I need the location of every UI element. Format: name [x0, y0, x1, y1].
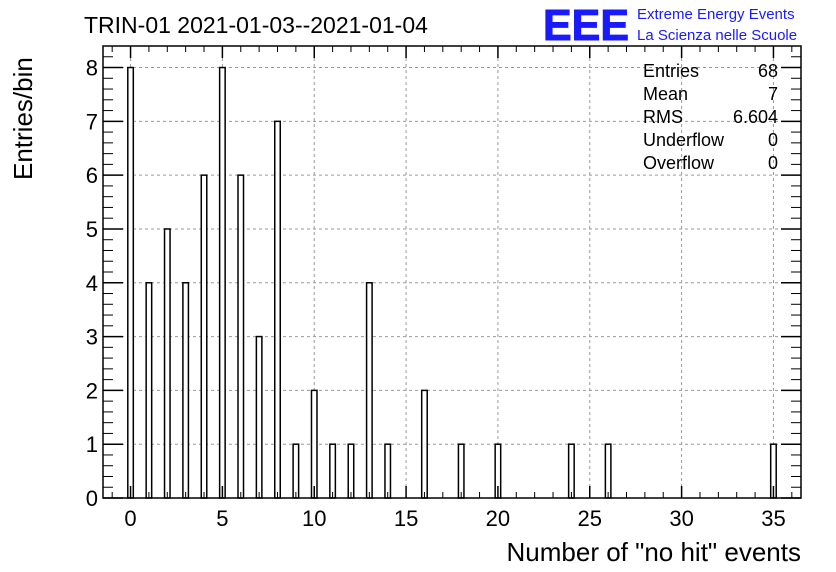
histogram-bar [145, 282, 153, 499]
histogram-bar [182, 282, 190, 499]
histogram-bar [567, 443, 575, 499]
histogram-bar [200, 174, 208, 499]
eee-logo-line1: Extreme Energy Events [637, 6, 795, 23]
histogram-bar [365, 282, 373, 499]
eee-logo: EEE Extreme Energy Events La Scienza nel… [543, 1, 798, 51]
histogram-bar [273, 120, 282, 499]
y-tick-label: 2 [86, 378, 98, 403]
y-tick-label: 5 [86, 217, 98, 242]
y-tick-label: 0 [86, 486, 98, 511]
histogram-bar [384, 443, 392, 499]
x-tick-label: 20 [486, 506, 510, 531]
stats-label: Overflow [643, 153, 715, 173]
histogram-bar [292, 443, 300, 499]
y-axis-label: Entries/bin [8, 57, 38, 180]
chart-title: TRIN-01 2021-01-03--2021-01-04 [84, 12, 428, 38]
stats-value: 68 [758, 61, 778, 81]
plot-frame [102, 45, 802, 499]
stats-label: Entries [643, 61, 699, 81]
y-tick-label: 8 [86, 56, 98, 81]
stats-box: Entries 68 Mean 7 RMS 6.604 Underflow 0 Overflow… [643, 61, 778, 173]
grid [103, 46, 801, 498]
y-tick-label: 6 [86, 163, 98, 188]
histogram-bar [347, 443, 355, 499]
histogram-bar [604, 443, 612, 499]
y-tick-label: 3 [86, 325, 98, 350]
x-axis-label: Number of "no hit" events [507, 537, 802, 567]
axis-ticks [103, 45, 801, 499]
histogram-bar [163, 228, 171, 499]
x-tick-label: 25 [578, 506, 602, 531]
y-tick-label: 4 [86, 271, 98, 296]
stats-value: 0 [768, 130, 778, 150]
x-tick-labels: 0 5 10 15 20 25 30 35 [124, 506, 785, 531]
x-tick-label: 30 [669, 506, 693, 531]
stats-value: 0 [768, 153, 778, 173]
histogram-bar [255, 335, 263, 499]
x-tick-label: 10 [302, 506, 326, 531]
y-tick-labels: 0 1 2 3 4 5 6 7 8 [86, 56, 98, 511]
histogram-bar [127, 66, 135, 499]
eee-logo-line2: La Scienza nelle Scuole [637, 27, 797, 44]
x-tick-label: 35 [761, 506, 785, 531]
stats-label: Mean [643, 84, 688, 104]
y-tick-label: 7 [86, 109, 98, 134]
stats-label: RMS [643, 107, 683, 127]
eee-logo-mark: EEE [543, 1, 629, 50]
histogram-bar [237, 174, 245, 499]
histogram-bar [457, 443, 465, 499]
x-tick-label: 15 [394, 506, 418, 531]
histogram-bar [310, 389, 318, 499]
y-tick-label: 1 [86, 432, 98, 457]
x-tick-label: 0 [124, 506, 136, 531]
histogram-bar [329, 443, 337, 499]
histogram-bar [420, 389, 428, 499]
histogram-bar [218, 66, 226, 499]
stats-value: 7 [768, 84, 778, 104]
x-tick-label: 5 [216, 506, 228, 531]
stats-label: Underflow [643, 130, 725, 150]
stats-value: 6.604 [733, 107, 778, 127]
